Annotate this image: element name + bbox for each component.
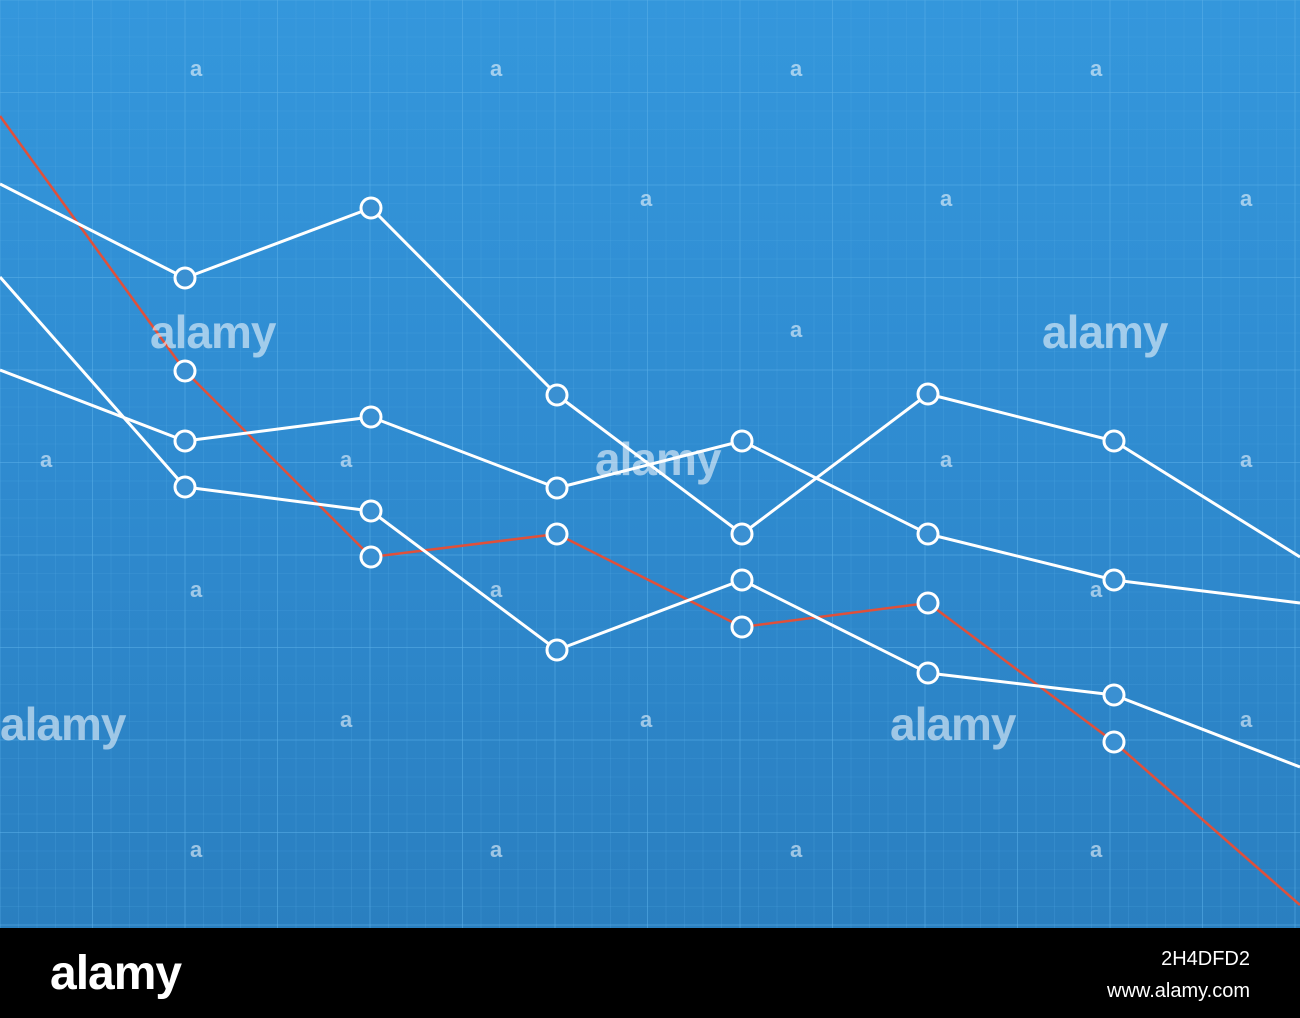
line-chart xyxy=(0,0,1300,928)
data-point-marker xyxy=(359,405,383,429)
series-group xyxy=(0,115,1300,906)
data-point-marker xyxy=(1102,429,1126,453)
data-point-marker xyxy=(545,522,569,546)
footer-bar: alamy 2H4DFD2 www.alamy.com xyxy=(0,928,1300,1018)
footer-url: www.alamy.com xyxy=(1107,980,1250,1002)
data-point-marker xyxy=(359,499,383,523)
data-point-marker xyxy=(1102,730,1126,754)
grid-major xyxy=(0,0,1300,928)
data-point-marker xyxy=(545,638,569,662)
data-point-marker xyxy=(916,522,940,546)
data-point-marker xyxy=(916,591,940,615)
data-point-marker xyxy=(359,196,383,220)
grid-minor xyxy=(0,0,1300,928)
data-point-marker xyxy=(1102,683,1126,707)
data-point-marker xyxy=(730,522,754,546)
data-point-marker xyxy=(173,475,197,499)
data-point-marker xyxy=(173,359,197,383)
data-point-marker xyxy=(730,568,754,592)
data-point-marker xyxy=(359,545,383,569)
data-point-marker xyxy=(730,615,754,639)
data-point-marker xyxy=(545,383,569,407)
series-line-white xyxy=(0,276,1300,769)
footer-logo: alamy xyxy=(50,947,182,1000)
data-point-marker xyxy=(916,382,940,406)
series-line-red xyxy=(0,115,1300,906)
data-point-marker xyxy=(730,429,754,453)
data-point-marker xyxy=(173,429,197,453)
footer-image-id: 2H4DFD2 xyxy=(1161,948,1250,970)
data-point-marker xyxy=(545,476,569,500)
data-point-marker xyxy=(173,266,197,290)
data-point-marker xyxy=(1102,568,1126,592)
data-point-marker xyxy=(916,661,940,685)
chart-area: alamy alamy alamy alamy alamy a a a a a … xyxy=(0,0,1300,928)
series-line-white xyxy=(0,368,1300,605)
